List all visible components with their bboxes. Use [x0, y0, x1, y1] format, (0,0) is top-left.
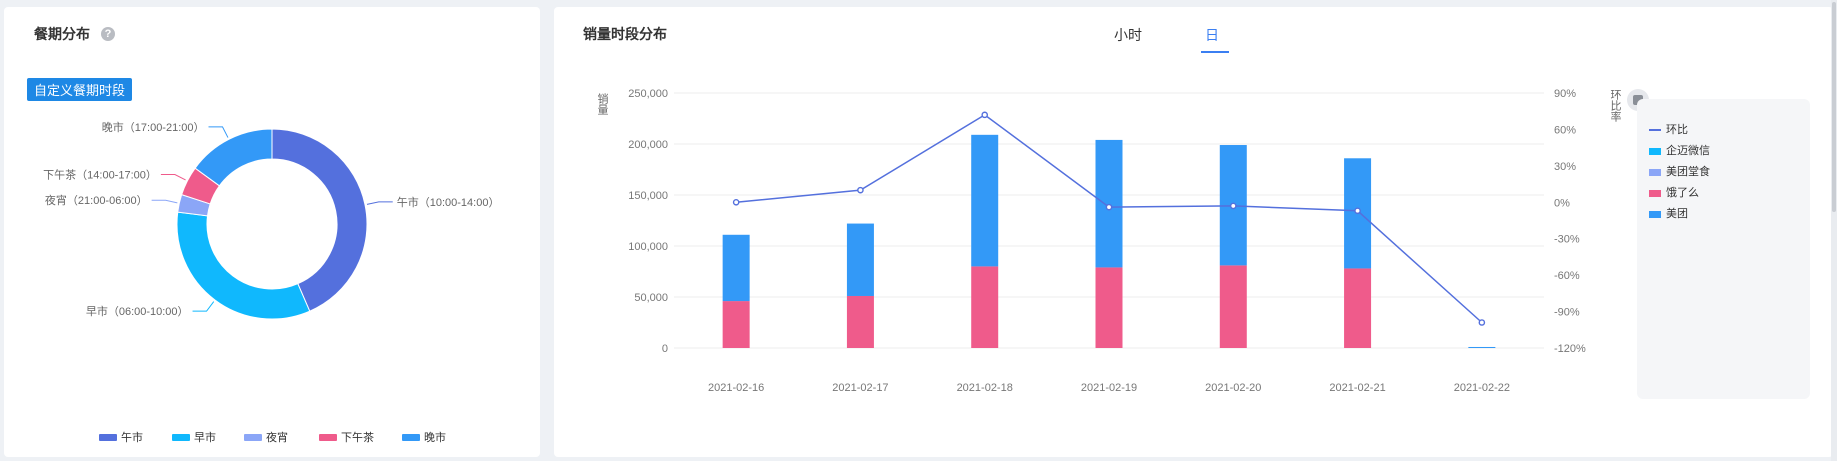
- legend-label: 美团: [1666, 208, 1688, 220]
- bar-segment[interactable]: [1344, 268, 1372, 348]
- legend-swatch[interactable]: [172, 434, 190, 441]
- legend-swatch: [1649, 210, 1661, 218]
- legend-label: 美团堂食: [1666, 166, 1710, 178]
- y2-tick-label: 30%: [1554, 161, 1576, 173]
- legend-swatch: [1649, 189, 1661, 197]
- bar-segment[interactable]: [971, 266, 999, 348]
- sales-bar-chart: 250,000 200,000 150,000 100,000 50,000 0 90% 60…: [596, 88, 1622, 394]
- slice-label: 下午茶（14:00-17:00）: [43, 169, 157, 182]
- line-point[interactable]: [1478, 319, 1486, 326]
- tab-active-indicator: [1201, 51, 1229, 53]
- legend-label: 企迈微信: [1666, 145, 1710, 157]
- legend-swatch: [1649, 147, 1661, 155]
- slice-label: 早市（06:00-10:00）: [86, 304, 189, 318]
- legend-label[interactable]: 午市: [121, 430, 143, 444]
- y2-tick-label: 90%: [1554, 88, 1576, 100]
- help-icon[interactable]: ?: [101, 27, 115, 41]
- line-point[interactable]: [732, 198, 740, 206]
- legend-label: 环比: [1666, 124, 1688, 136]
- x-tick-label: 2021-02-20: [1205, 382, 1261, 394]
- legend-swatch[interactable]: [402, 434, 420, 441]
- bar-segment[interactable]: [722, 234, 750, 302]
- y-tick-label: 100,000: [628, 241, 668, 253]
- slice-label: 夜宵（21:00-06:00）: [45, 193, 148, 207]
- y-tick-label: 150,000: [628, 190, 668, 202]
- legend-item[interactable]: 饿了么: [1649, 184, 1699, 200]
- x-tick-label: 2021-02-21: [1329, 382, 1385, 394]
- y2-tick-label: 0%: [1554, 197, 1570, 209]
- legend-label[interactable]: 晚市: [424, 430, 446, 444]
- line-point[interactable]: [857, 186, 864, 194]
- bar-segment[interactable]: [846, 295, 874, 348]
- x-tick-label: 2021-02-17: [832, 382, 888, 394]
- slice-leader-line: [208, 126, 229, 138]
- x-tick-label: 2021-02-18: [957, 382, 1013, 394]
- legend-label[interactable]: 早市: [194, 430, 216, 444]
- legend-item[interactable]: 美团堂食: [1649, 163, 1710, 179]
- y2-tick-label: 60%: [1554, 124, 1576, 136]
- line-point[interactable]: [1354, 207, 1361, 215]
- y-tick-label: 200,000: [628, 139, 668, 151]
- x-tick-label: 2021-02-19: [1081, 382, 1137, 394]
- sales-period-title: 销量时段分布: [583, 26, 667, 42]
- chart-legend: 环比企迈微信美团堂食饿了么美团: [1637, 99, 1810, 399]
- y2-tick-label: -120%: [1554, 343, 1586, 355]
- donut-slice[interactable]: [194, 128, 273, 187]
- tab-day[interactable]: 日: [1205, 27, 1219, 43]
- legend-swatch[interactable]: [244, 434, 262, 441]
- legend-label: 饿了么: [1666, 187, 1699, 199]
- slice-label: 晚市（17:00-21:00）: [102, 120, 205, 134]
- bar-segment[interactable]: [846, 223, 874, 296]
- y-axis-label: 销量: [596, 92, 609, 115]
- donut-slice[interactable]: [176, 211, 311, 320]
- legend-item[interactable]: 企迈微信: [1649, 142, 1710, 158]
- legend-swatch: [1649, 129, 1661, 132]
- scrollbar-thumb[interactable]: [1832, 2, 1836, 212]
- line-point[interactable]: [1105, 203, 1113, 211]
- page-scrollbar[interactable]: [1831, 0, 1837, 461]
- slice-leader-line: [192, 301, 215, 312]
- y2-tick-label: -30%: [1554, 234, 1580, 246]
- bar-segment[interactable]: [1095, 139, 1123, 268]
- legend-swatch: [1649, 168, 1661, 176]
- legend-item[interactable]: 美团: [1649, 205, 1688, 221]
- donut-chart: 午市（10:00-14:00） 早市（06:00-10:00） 夜宵（21:00-0…: [43, 120, 500, 444]
- tab-hour[interactable]: 小时: [1114, 27, 1142, 43]
- y2-tick-label: -90%: [1554, 307, 1580, 319]
- y-tick-label: 250,000: [628, 88, 668, 100]
- custom-meal-period-button[interactable]: 自定义餐期时段: [27, 78, 133, 101]
- slice-leader-line: [366, 201, 393, 205]
- donut-slice[interactable]: [271, 128, 368, 312]
- legend-swatch[interactable]: [319, 434, 337, 441]
- bar-segment[interactable]: [722, 301, 750, 348]
- slice-leader-line: [151, 199, 178, 204]
- y-tick-label: 0: [662, 343, 668, 355]
- slice-leader-line: [160, 174, 186, 181]
- bar-segment[interactable]: [1219, 265, 1247, 348]
- bar-segment[interactable]: [1468, 346, 1496, 348]
- legend-item[interactable]: 环比: [1649, 121, 1688, 137]
- meal-distribution-title: 餐期分布: [34, 26, 90, 42]
- line-point[interactable]: [981, 111, 989, 119]
- y-tick-label: 50,000: [634, 292, 668, 304]
- y2-axis-label: 环比率: [1609, 89, 1622, 123]
- line-point[interactable]: [1229, 202, 1237, 210]
- legend-swatch[interactable]: [99, 434, 117, 441]
- legend-label[interactable]: 下午茶: [341, 431, 374, 444]
- x-tick-label: 2021-02-22: [1454, 382, 1510, 394]
- bar-segment[interactable]: [971, 134, 999, 267]
- sales-period-card: 销量时段分布 小时 日 250,000 200,000 150,000 100,000…: [554, 7, 1833, 457]
- meal-distribution-card: 餐期分布 ? 自定义餐期时段 午市（10:00-14:00） 早市（06:00-1…: [4, 7, 540, 457]
- slice-label: 午市（10:00-14:00）: [397, 195, 500, 209]
- bar-segment[interactable]: [1095, 267, 1123, 348]
- legend-label[interactable]: 夜宵: [266, 430, 288, 444]
- y2-tick-label: -60%: [1554, 270, 1580, 282]
- x-tick-label: 2021-02-16: [708, 382, 764, 394]
